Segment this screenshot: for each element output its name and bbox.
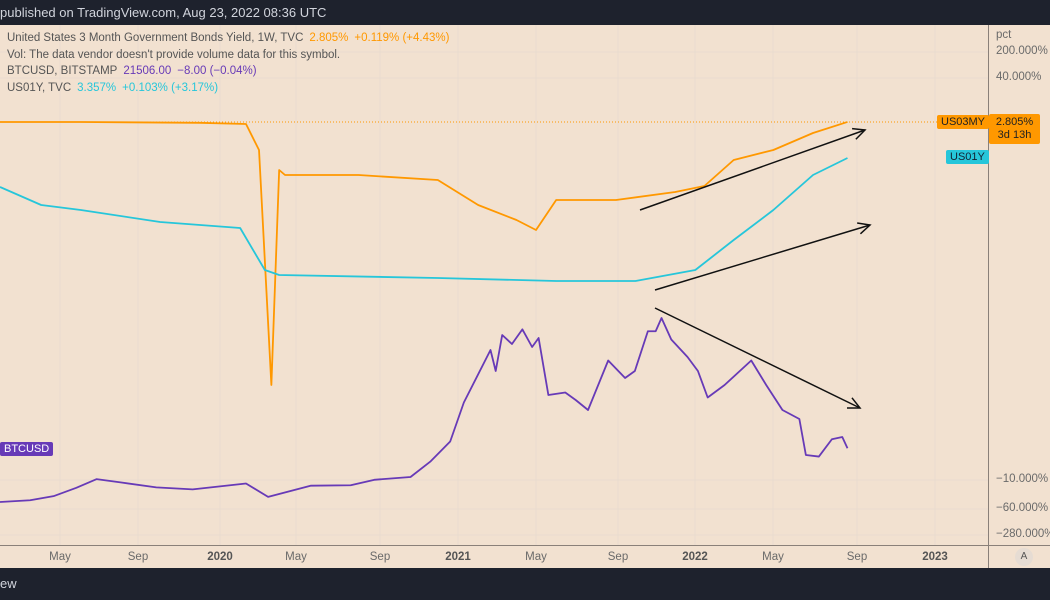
trend-arrow-2 bbox=[654, 224, 871, 291]
arrowhead-icon bbox=[846, 397, 862, 409]
time-tick: 2022 bbox=[682, 551, 708, 563]
time-tick: May bbox=[525, 551, 547, 563]
legend-main-row: United States 3 Month Government Bonds Y… bbox=[7, 30, 455, 47]
price-tick: 40.000% bbox=[996, 71, 1042, 83]
legend-us01y-value: 3.357% bbox=[77, 81, 117, 94]
legend: United States 3 Month Government Bonds Y… bbox=[7, 30, 455, 96]
time-axis-border bbox=[0, 545, 1050, 546]
brand-text: ew bbox=[0, 576, 17, 591]
legend-vol-row: Vol: The data vendor doesn't provide vol… bbox=[7, 48, 341, 61]
legend-main-change: +0.119% (+4.43%) bbox=[354, 32, 450, 44]
time-tick: 2020 bbox=[207, 551, 233, 563]
price-tick: −280.000% bbox=[996, 528, 1050, 540]
time-tick: 2021 bbox=[445, 551, 471, 563]
time-tick: Sep bbox=[127, 551, 149, 563]
us03my-line-label: US03MY bbox=[937, 115, 990, 129]
series-line-us01y bbox=[0, 157, 848, 282]
bar-countdown: 3d 13h bbox=[997, 129, 1032, 141]
legend-btc-change: −8.00 (−0.04%) bbox=[177, 65, 257, 77]
published-text: published on TradingView.com, Aug 23, 20… bbox=[0, 5, 327, 20]
time-tick: May bbox=[49, 551, 71, 563]
time-tick: 2023 bbox=[922, 551, 948, 563]
footer-bar: ew bbox=[0, 568, 1050, 600]
us03my-price: 2.805% bbox=[995, 116, 1034, 128]
time-tick: May bbox=[285, 551, 307, 563]
price-tick: −10.000% bbox=[996, 473, 1049, 485]
series-line-us03my bbox=[0, 121, 848, 386]
legend-us01y-row: US01Y, TVC 3.357% +0.103% (+3.17%) bbox=[7, 80, 455, 97]
price-tick: −60.000% bbox=[996, 502, 1049, 514]
auto-scale-button[interactable]: A bbox=[1015, 548, 1033, 566]
us03my-price-label: 2.805% 3d 13h bbox=[989, 114, 1040, 144]
arrowhead-icon bbox=[857, 222, 872, 235]
time-tick: Sep bbox=[607, 551, 629, 563]
price-axis-unit: pct bbox=[996, 29, 1012, 41]
arrowhead-icon bbox=[851, 127, 867, 140]
price-axis-border bbox=[988, 25, 989, 568]
legend-us01y-name: US01Y, TVC bbox=[7, 81, 72, 94]
time-tick: Sep bbox=[846, 551, 868, 563]
legend-btc-value: 21506.00 bbox=[123, 65, 172, 77]
legend-main-value: 2.805% bbox=[309, 32, 349, 44]
legend-us01y-change: +0.103% (+3.17%) bbox=[122, 81, 219, 94]
series-line-btcusd bbox=[0, 317, 849, 503]
trend-arrow-3 bbox=[654, 307, 861, 409]
chart-canvas[interactable] bbox=[0, 25, 1050, 568]
legend-btc-row: BTCUSD, BITSTAMP 21506.00 −8.00 (−0.04%) bbox=[7, 63, 455, 80]
time-tick: May bbox=[762, 551, 784, 563]
price-tick: 200.000% bbox=[996, 45, 1048, 57]
published-bar: published on TradingView.com, Aug 23, 20… bbox=[0, 0, 1050, 25]
legend-main-name: United States 3 Month Government Bonds Y… bbox=[7, 32, 304, 44]
btcusd-line-label: BTCUSD bbox=[0, 442, 54, 456]
legend-btc-name: BTCUSD, BITSTAMP bbox=[7, 65, 118, 77]
time-tick: Sep bbox=[369, 551, 391, 563]
trend-arrow-1 bbox=[639, 129, 866, 211]
us01y-line-label: US01Y bbox=[946, 150, 989, 164]
